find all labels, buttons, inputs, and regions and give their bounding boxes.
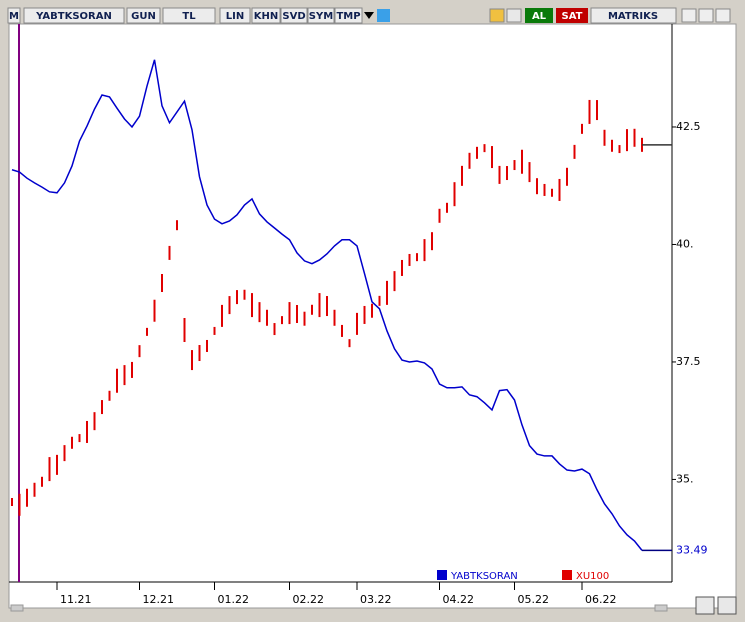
toolbar-button[interactable] — [126, 7, 161, 24]
scroll-left[interactable] — [10, 604, 24, 612]
toolbar-label[interactable]: KHN — [254, 11, 279, 22]
toolbar-label[interactable]: SVD — [282, 11, 305, 22]
sell-button[interactable] — [556, 8, 588, 23]
toolbar-label[interactable]: YABTKSORAN — [35, 11, 112, 22]
win-max[interactable] — [698, 8, 714, 23]
toolbar-label[interactable]: M — [9, 11, 19, 22]
toolbar-button[interactable] — [162, 7, 216, 24]
toolbar-label[interactable]: LIN — [226, 11, 244, 22]
toolbar-button[interactable] — [23, 7, 125, 24]
toolbar-label[interactable]: SYM — [309, 11, 333, 22]
toolbar-label[interactable]: GUN — [131, 11, 156, 22]
x-tick-label: 11.21 — [60, 593, 92, 606]
dropdown-arrow[interactable] — [364, 12, 374, 19]
y-tick-label: 37.5 — [676, 355, 701, 368]
x-tick-label: 06.22 — [585, 593, 617, 606]
x-tick-label: 02.22 — [293, 593, 325, 606]
brand-box — [590, 7, 677, 24]
y-tick-label: 40. — [676, 237, 694, 250]
series-line — [11, 59, 643, 551]
x-tick-label: 03.22 — [360, 593, 392, 606]
toolbar-button[interactable] — [280, 7, 308, 24]
toolbar-button[interactable] — [7, 7, 21, 24]
legend-label: YABTKSORAN — [450, 571, 518, 582]
win-close[interactable] — [715, 8, 731, 23]
y-tick-label: 42.5 — [676, 120, 701, 133]
toolbar-button[interactable] — [251, 7, 281, 24]
toolbar-button[interactable] — [219, 7, 251, 24]
x-tick-label: 04.22 — [443, 593, 475, 606]
x-tick-label: 01.22 — [218, 593, 250, 606]
twitter-icon[interactable] — [377, 9, 390, 22]
x-tick-label: 12.21 — [143, 593, 175, 606]
toolbar-label[interactable]: TMP — [336, 11, 360, 22]
settings-button[interactable] — [717, 596, 737, 615]
buy-label[interactable]: AL — [532, 11, 547, 22]
brand: MATRIKS — [608, 11, 658, 22]
legend-label: XU100 — [576, 571, 609, 582]
toolbar-label[interactable]: TL — [182, 11, 196, 22]
scroll-right[interactable] — [654, 604, 668, 612]
legend-swatch — [437, 570, 447, 580]
x-tick-label: 05.22 — [518, 593, 550, 606]
last-value-label: 33.49 — [676, 543, 708, 556]
buy-button[interactable] — [525, 8, 553, 23]
alert-icon[interactable] — [489, 8, 505, 23]
legend-swatch — [562, 570, 572, 580]
reload-icon[interactable] — [506, 8, 522, 23]
y-tick-label: 35. — [676, 472, 694, 485]
toolbar-button[interactable] — [307, 7, 335, 24]
win-min[interactable] — [681, 8, 697, 23]
refresh-button[interactable] — [695, 596, 715, 615]
sell-label[interactable]: SAT — [562, 11, 583, 22]
toolbar-button[interactable] — [334, 7, 363, 24]
